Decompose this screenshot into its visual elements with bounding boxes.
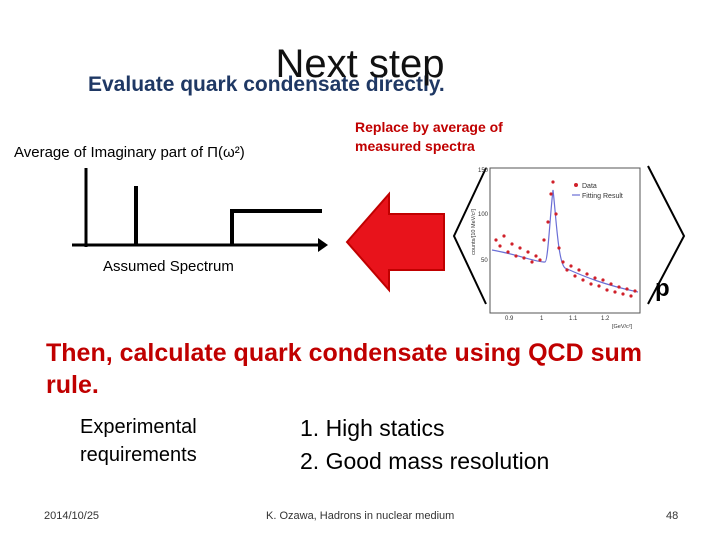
- exp-label-line2: requirements: [80, 444, 197, 466]
- requirement-item: 1. High statics: [300, 415, 445, 441]
- legend-data: Data: [582, 183, 597, 190]
- plot-frame: [489, 167, 641, 314]
- x-tick-label: 0.9: [505, 316, 514, 322]
- footer-date: 2014/10/25: [44, 510, 100, 522]
- bracket-subscript: p: [655, 275, 670, 302]
- y-tick-label: 50: [481, 258, 488, 264]
- measured-spectrum-plot: Data Fitting Result counts/[10 MeV/c²] 1…: [471, 167, 641, 330]
- legend-data-marker: [574, 183, 578, 187]
- average-label: Average of Imaginary part of Π(ω²): [14, 144, 245, 161]
- footer-center: K. Ozawa, Hadrons in nuclear medium: [266, 510, 455, 522]
- experimental-requirements-label: Experimental requirements: [80, 413, 197, 469]
- x-tick-label: 1.2: [601, 316, 610, 322]
- replace-label: Replace by average of measured spectra: [355, 118, 503, 156]
- conclusion-text: Then, calculate quark condensate using Q…: [46, 339, 642, 399]
- fitting-curve: [491, 189, 639, 293]
- subtitle: Evaluate quark condensate directly.: [88, 73, 445, 96]
- x-tick-label: 1.1: [569, 316, 578, 322]
- spectrum-x-axis-arrowhead: [318, 238, 328, 252]
- slide-title: Next step: [275, 42, 445, 86]
- replace-arrow-icon: [345, 191, 445, 293]
- replace-label-line1: Replace by average of: [355, 119, 503, 135]
- plot-ylabel: counts/[10 MeV/c²]: [471, 209, 477, 255]
- left-angle-bracket: [452, 167, 487, 305]
- y-tick-label: 150: [478, 168, 489, 174]
- spectrum-continuum-step: [230, 209, 322, 246]
- x-tick-label: 1: [540, 316, 544, 322]
- plot-xlabel: [GeV/c²]: [612, 324, 633, 330]
- replace-label-line2: measured spectra: [355, 138, 475, 154]
- right-angle-bracket: [647, 165, 686, 305]
- requirements-list: 1. High statics 2. Good mass resolution: [300, 412, 549, 478]
- page-number: 48: [666, 510, 679, 522]
- exp-label-line1: Experimental: [80, 416, 197, 438]
- data-points: [494, 180, 637, 298]
- requirement-item: 2. Good mass resolution: [300, 448, 550, 474]
- legend-fitting-result: Fitting Result: [582, 193, 623, 200]
- y-tick-label: 100: [478, 212, 489, 218]
- assumed-spectrum-label: Assumed Spectrum: [103, 258, 234, 275]
